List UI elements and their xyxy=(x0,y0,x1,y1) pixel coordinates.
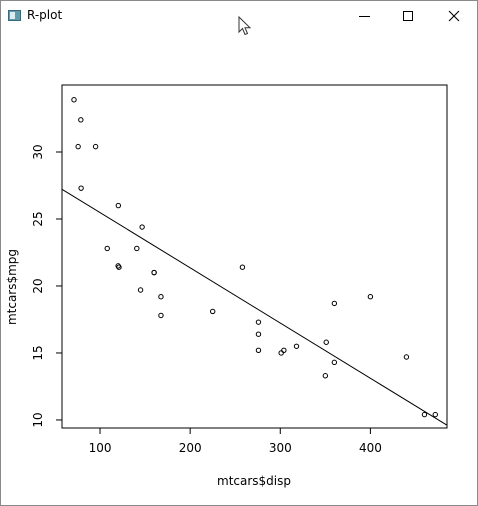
minimize-icon xyxy=(358,15,370,17)
mouse-pointer-icon xyxy=(238,16,252,36)
regression-line-group xyxy=(61,188,448,426)
data-point xyxy=(78,117,84,123)
maximize-icon xyxy=(403,11,413,21)
data-point xyxy=(158,293,164,300)
y-axis: 10 15 20 25 30 xyxy=(31,144,62,428)
data-point xyxy=(293,343,300,349)
data-point xyxy=(403,354,410,360)
x-tick-label: 200 xyxy=(179,441,202,455)
data-point xyxy=(209,308,216,315)
y-tick-label: 25 xyxy=(31,211,45,226)
close-button[interactable] xyxy=(431,1,477,31)
data-point xyxy=(255,319,262,325)
data-point xyxy=(104,245,110,252)
x-axis-label: mtcars$disp xyxy=(217,474,291,488)
data-point xyxy=(137,287,144,293)
regression-line xyxy=(61,188,448,426)
maximize-button[interactable] xyxy=(385,1,431,31)
data-point xyxy=(151,269,157,276)
minimize-button[interactable] xyxy=(341,1,387,31)
data-point xyxy=(78,185,84,191)
x-tick-label: 400 xyxy=(359,441,382,455)
data-point xyxy=(116,264,122,270)
data-point xyxy=(323,339,329,345)
x-tick-label: 100 xyxy=(89,441,112,455)
y-tick-label: 20 xyxy=(31,278,45,293)
data-point xyxy=(322,373,329,379)
y-axis-label: mtcars$mpg xyxy=(5,249,19,325)
data-points xyxy=(71,97,438,418)
data-point xyxy=(92,143,99,150)
r-graphics-icon xyxy=(8,10,21,21)
data-point xyxy=(331,300,338,307)
data-point xyxy=(331,359,338,366)
data-point xyxy=(281,347,287,353)
data-point xyxy=(432,411,438,418)
data-point xyxy=(134,245,140,252)
data-point xyxy=(71,97,77,103)
x-axis: 100 200 300 400 xyxy=(89,428,382,455)
data-point xyxy=(421,411,428,418)
close-icon xyxy=(448,10,460,22)
plot-frame xyxy=(61,84,448,429)
scatter-plot: 100 200 300 400 10 15 20 25 30 mtcars$disp mtca… xyxy=(5,84,448,488)
y-tick-label: 15 xyxy=(31,345,45,360)
data-point xyxy=(75,143,81,150)
y-tick-label: 10 xyxy=(31,412,45,427)
window-title: R-plot xyxy=(27,8,63,22)
data-point xyxy=(367,293,374,300)
data-point xyxy=(278,350,284,356)
x-tick-label: 300 xyxy=(269,441,292,455)
y-tick-label: 30 xyxy=(31,144,45,159)
data-point xyxy=(158,312,164,319)
data-point xyxy=(115,202,122,209)
data-point xyxy=(239,264,246,270)
data-point xyxy=(139,224,145,230)
data-point xyxy=(255,331,262,337)
data-point xyxy=(255,347,262,353)
